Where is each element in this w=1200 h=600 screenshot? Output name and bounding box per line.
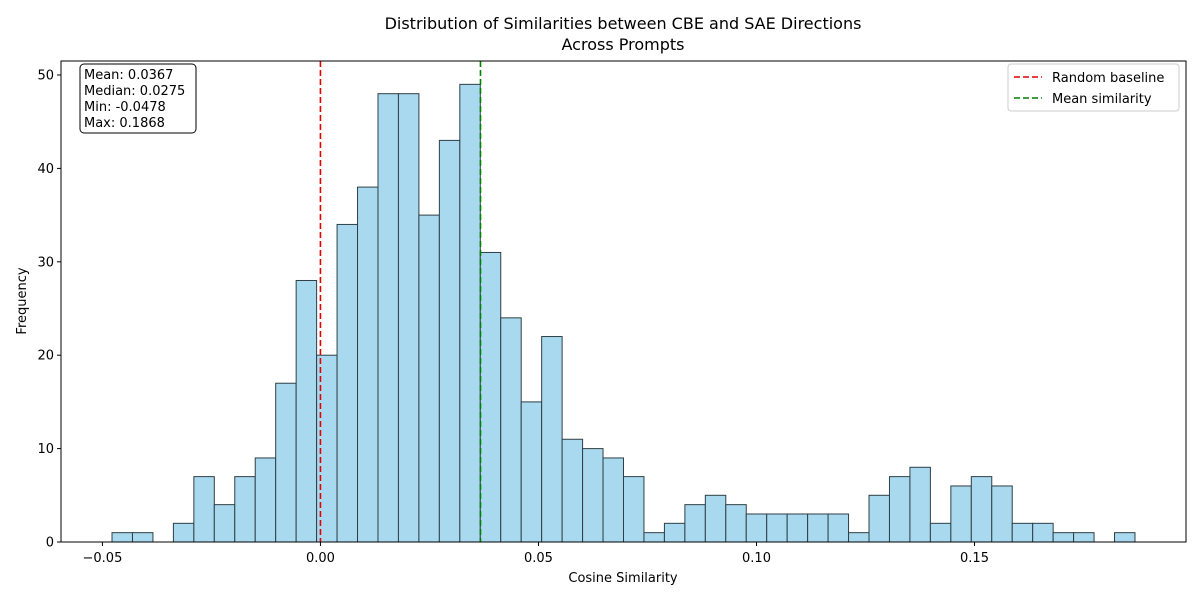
stats-line: Min: -0.0478 — [84, 100, 166, 115]
stats-line: Mean: 0.0367 — [84, 68, 173, 83]
histogram-bar — [1073, 532, 1095, 543]
histogram-bar — [131, 532, 154, 543]
histogram-bar — [745, 513, 768, 543]
histogram-bar — [213, 504, 236, 543]
y-axis-label: Frequency — [15, 267, 30, 334]
histogram-bar — [848, 532, 870, 543]
histogram-bar — [193, 476, 215, 543]
x-tick-label: 0.10 — [742, 551, 771, 566]
histogram-bar — [786, 513, 809, 543]
y-tick-label: 40 — [37, 162, 54, 177]
histogram-bar — [479, 251, 502, 543]
histogram-bar — [397, 93, 420, 543]
legend: Random baseline Mean similarity — [1007, 63, 1180, 112]
histogram-bar — [1114, 532, 1136, 543]
x-axis-ticks: −0.05 0.00 0.05 0.10 0.15 — [83, 542, 989, 566]
reference-lines — [319, 61, 482, 542]
legend-label: Mean similarity — [1052, 92, 1152, 107]
histogram-bar — [623, 476, 645, 543]
y-tick-label: 50 — [37, 69, 54, 84]
histogram-bar — [909, 466, 931, 543]
plot-frame — [60, 60, 1187, 543]
x-tick-label: 0.05 — [524, 551, 553, 566]
histogram-bar — [275, 382, 297, 543]
histogram-bar — [459, 83, 481, 543]
y-tick-label: 20 — [37, 349, 54, 364]
histogram-bar — [295, 279, 318, 543]
histogram-bar — [643, 532, 665, 543]
histogram-bar — [888, 476, 911, 543]
histogram-bar — [582, 448, 604, 543]
histogram-bar — [1032, 522, 1054, 543]
stats-box-frame — [79, 63, 197, 134]
histogram-bar — [991, 485, 1013, 543]
histogram-bar — [377, 93, 399, 543]
x-axis-label: Cosine Similarity — [568, 571, 678, 586]
y-tick-label: 10 — [37, 442, 54, 457]
x-tick-label: −0.05 — [83, 551, 123, 566]
y-tick-label: 30 — [37, 255, 54, 270]
legend-frame — [1007, 63, 1180, 112]
y-tick-label: 0 — [46, 536, 54, 551]
histogram-bar — [234, 476, 256, 543]
histogram-bar — [357, 186, 379, 543]
chart-title: Distribution of Similarities between CBE… — [385, 14, 862, 54]
histogram-bar — [970, 476, 993, 543]
histogram-bar — [807, 513, 829, 543]
histogram-bar — [336, 223, 359, 543]
histogram-bar — [111, 532, 133, 543]
histogram-bar — [1052, 532, 1075, 543]
histogram-bar — [500, 317, 522, 543]
legend-label: Random baseline — [1052, 71, 1164, 86]
histogram-bar — [684, 504, 706, 543]
histogram-bar — [868, 494, 890, 543]
histogram-bars — [111, 83, 1136, 543]
histogram-bar — [254, 457, 277, 543]
histogram-bar — [950, 485, 972, 543]
histogram-bar — [541, 336, 563, 543]
histogram-bar — [704, 494, 727, 543]
x-tick-label: 0.15 — [960, 551, 989, 566]
y-axis-ticks: 0 10 20 30 40 50 — [37, 69, 61, 551]
histogram-bar — [827, 513, 850, 543]
stats-line: Median: 0.0275 — [84, 84, 185, 99]
histogram-bar — [766, 513, 788, 543]
histogram-bar — [929, 522, 952, 543]
chart-title-line-2: Across Prompts — [562, 35, 685, 54]
histogram-bar — [520, 401, 543, 543]
histogram-bar — [725, 504, 747, 543]
histogram-bar — [1011, 522, 1034, 543]
histogram-bar — [418, 214, 440, 543]
stats-line: Max: 0.1868 — [84, 116, 165, 131]
histogram-bar — [663, 522, 686, 543]
chart-title-line-1: Distribution of Similarities between CBE… — [385, 14, 862, 33]
histogram-bar — [561, 438, 584, 543]
histogram-bar — [602, 457, 625, 543]
histogram-bar — [172, 522, 195, 543]
x-tick-label: 0.00 — [306, 551, 335, 566]
histogram-bar — [438, 139, 461, 543]
